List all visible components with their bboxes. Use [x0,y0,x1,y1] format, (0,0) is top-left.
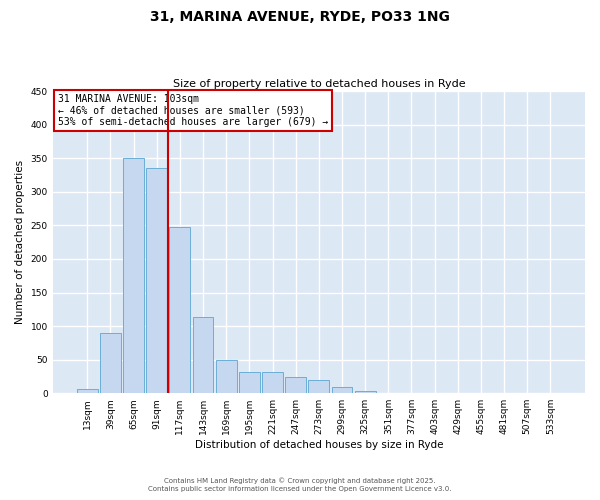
Bar [123,158,144,393]
Title: Size of property relative to detached houses in Ryde: Size of property relative to detached ho… [173,79,465,89]
Bar [100,333,121,393]
Text: 31, MARINA AVENUE, RYDE, PO33 1NG: 31, MARINA AVENUE, RYDE, PO33 1NG [150,10,450,24]
Bar [308,380,329,393]
Bar [169,228,190,393]
Bar [262,372,283,393]
Y-axis label: Number of detached properties: Number of detached properties [15,160,25,324]
Bar [239,372,260,393]
Bar [378,392,399,393]
Text: 31 MARINA AVENUE: 103sqm
← 46% of detached houses are smaller (593)
53% of semi-: 31 MARINA AVENUE: 103sqm ← 46% of detach… [58,94,328,128]
Bar [146,168,167,393]
Bar [285,377,306,393]
Bar [216,360,236,393]
Bar [401,392,422,393]
Bar [77,388,98,393]
Bar [193,318,214,393]
Bar [332,387,352,393]
Bar [355,390,376,393]
X-axis label: Distribution of detached houses by size in Ryde: Distribution of detached houses by size … [194,440,443,450]
Text: Contains HM Land Registry data © Crown copyright and database right 2025.
Contai: Contains HM Land Registry data © Crown c… [148,478,452,492]
Bar [448,392,468,393]
